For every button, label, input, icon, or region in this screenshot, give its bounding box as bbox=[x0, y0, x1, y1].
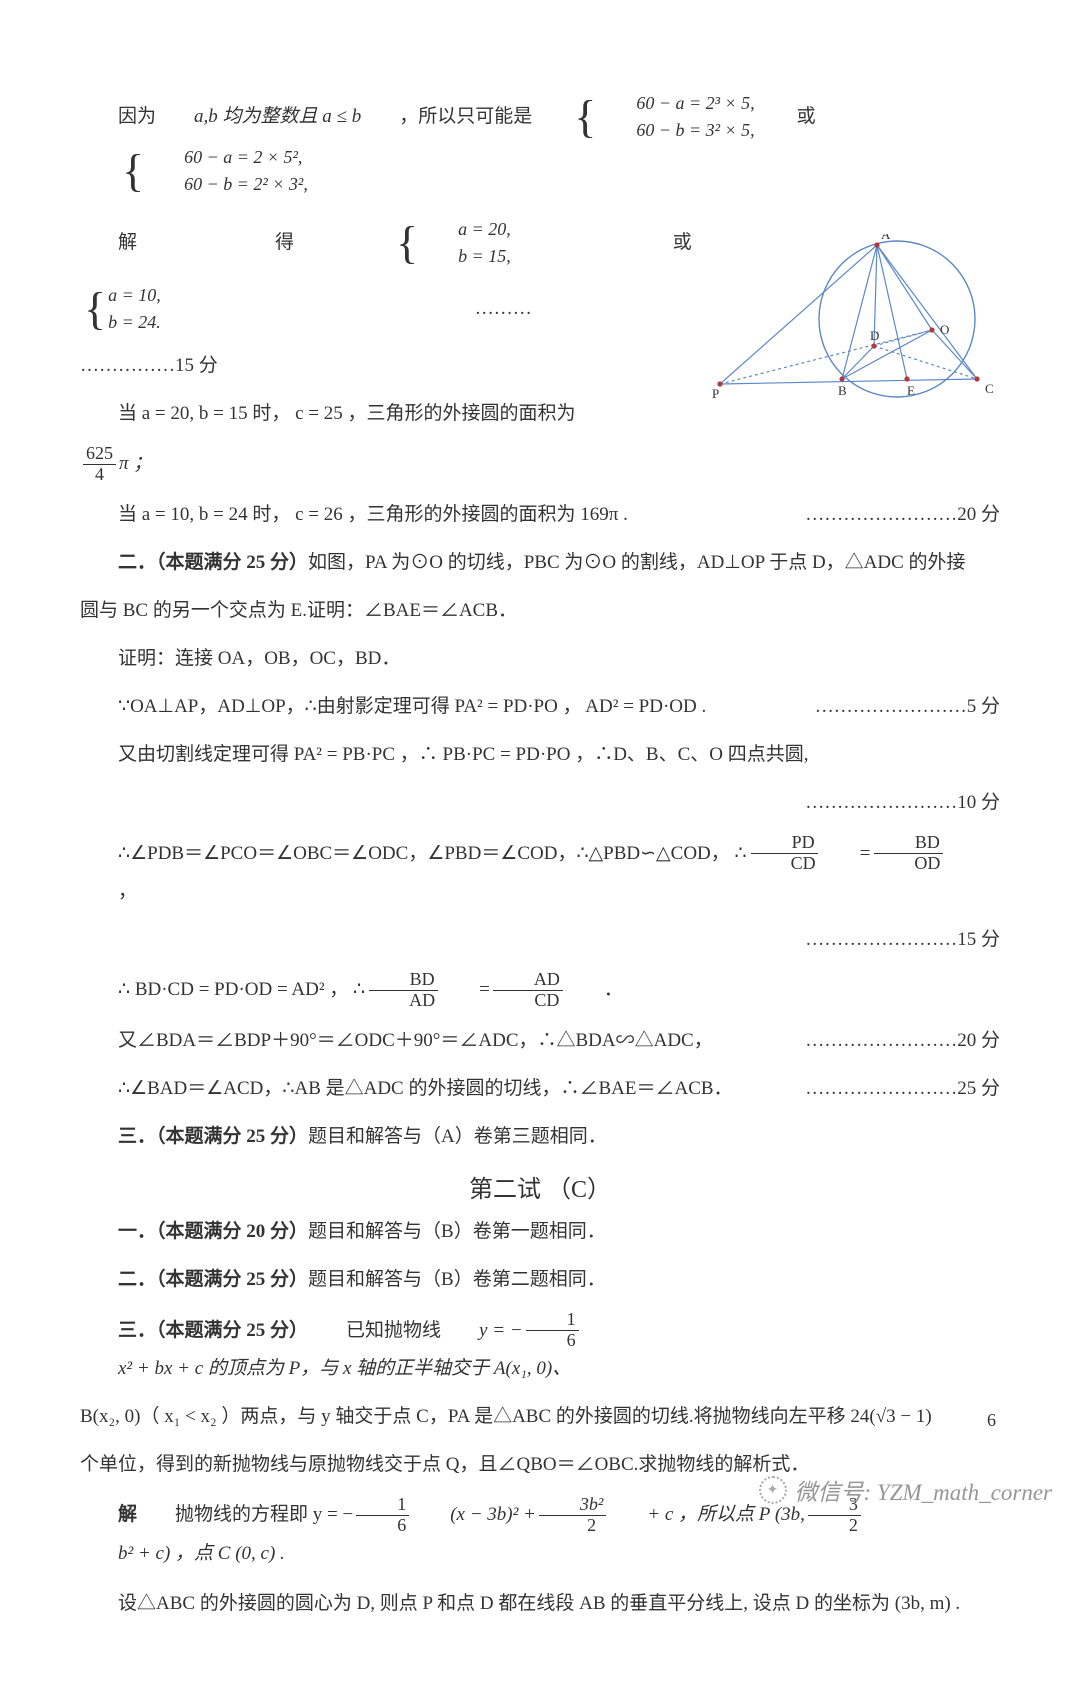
watermark: ✦ 微信号: YZM_math_corner bbox=[759, 1473, 1052, 1507]
c-problem-3b: B(x₂, 0)（ x₁ < x₂ ）两点，与 y 轴交于点 C，PA 是△AB… bbox=[80, 1399, 1000, 1435]
svg-text:O: O bbox=[940, 322, 949, 337]
proof-line-4: ∴ BD·CD = PD·OD = AD² ， ∴ BDAD = ADCD ． bbox=[80, 970, 1000, 1011]
brace-option-1: { 60 − a = 2³ × 5, 60 − b = 3² × 5, bbox=[536, 90, 754, 144]
last-line: 设△ABC 的外接圆的圆心为 D, 则点 P 和点 D 都在线段 AB 的垂直平… bbox=[80, 1586, 1000, 1622]
proof-line-6: ∴∠BAD＝∠ACD，∴AB 是△ADC 的外接圆的切线，∴∠BAE＝∠ACB．… bbox=[80, 1071, 1000, 1107]
svg-text:E: E bbox=[907, 383, 915, 398]
brace-result-2: { a = 10, b = 24. bbox=[84, 282, 161, 336]
proof-line-2: 又由切割线定理可得 PA² = PB·PC ，∴ PB·PC = PD·PO ，… bbox=[80, 737, 1000, 773]
c-problem-3: 三．（本题满分 25 分） 已知抛物线 y = − 16 x² + bx + c… bbox=[80, 1310, 1000, 1387]
score-10: ……………………10 分 bbox=[80, 785, 1000, 821]
svg-text:P: P bbox=[712, 386, 719, 401]
problem-2-statement-2: 圆与 BC 的另一个交点为 E.证明：∠BAE＝∠ACB． bbox=[80, 593, 1000, 629]
proof-line-3: ∴∠PDB＝∠PCO＝∠OBC＝∠ODC，∠PBD＝∠COD，∴△PBD∽△CO… bbox=[80, 833, 1000, 910]
proof-line-5: 又∠BDA＝∠BDP＋90°＝∠ODC＋90°＝∠ADC，∴△BDA∽△ADC，… bbox=[80, 1023, 1000, 1059]
score-15b: ……………………15 分 bbox=[80, 922, 1000, 958]
svg-text:B: B bbox=[838, 383, 847, 398]
section-title-c: 第二试 （C） bbox=[80, 1169, 1000, 1204]
svg-text:A: A bbox=[881, 234, 891, 242]
frac-625-4: 6254 π ； bbox=[80, 444, 1000, 485]
wechat-icon: ✦ bbox=[759, 1476, 787, 1504]
line-case1: 当 a = 20, b = 15 时， c = 25 ，三角形的外接圆的面积为 bbox=[80, 396, 620, 432]
brace-result-1: { a = 20, b = 15, bbox=[358, 216, 511, 270]
brace-option-2: { 60 − a = 2 × 5², 60 − b = 2² × 3², bbox=[84, 144, 308, 198]
c-problem-1: 一．（本题满分 20 分）题目和解答与（B）卷第一题相同． bbox=[80, 1214, 1000, 1250]
svg-text:D: D bbox=[870, 328, 879, 343]
line-integer-condition: 因为 a,b 均为整数且 a ≤ b ，所以只可能是 { 60 − a = 2³… bbox=[80, 90, 1000, 198]
svg-text:C: C bbox=[985, 381, 994, 396]
proof-line-1: ∵OA⊥AP，AD⊥OP，∴由射影定理可得 PA² = PD·PO ， AD² … bbox=[80, 689, 1000, 725]
geometry-figure: P A B C D E O bbox=[702, 234, 1002, 414]
page-number: 6 bbox=[987, 1410, 996, 1431]
problem-2-statement: 二．（本题满分 25 分）如图，PA 为⊙O 的切线，PBC 为⊙O 的割线，A… bbox=[80, 545, 1000, 581]
line-case2: 当 a = 10, b = 24 时， c = 26 ，三角形的外接圆的面积为 … bbox=[80, 497, 1000, 533]
problem-3a: 三．（本题满分 25 分）题目和解答与（A）卷第三题相同． bbox=[80, 1119, 1000, 1155]
c-problem-2: 二．（本题满分 25 分）题目和解答与（B）卷第二题相同． bbox=[80, 1262, 1000, 1298]
proof-connect: 证明：连接 OA，OB，OC，BD． bbox=[80, 641, 1000, 677]
